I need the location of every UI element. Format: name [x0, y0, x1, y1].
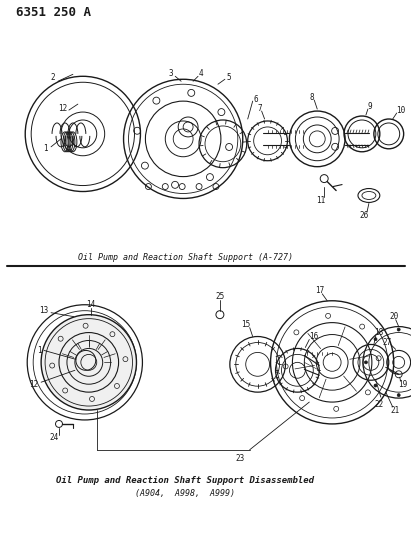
- Text: 9: 9: [368, 102, 372, 110]
- Text: 22: 22: [374, 400, 384, 409]
- Text: 2: 2: [51, 73, 55, 82]
- Text: Oil Pump and Reaction Shaft Support Disassembled: Oil Pump and Reaction Shaft Support Disa…: [56, 476, 314, 485]
- Text: 21: 21: [390, 406, 399, 415]
- Text: 23: 23: [235, 454, 244, 463]
- Text: 1: 1: [43, 144, 47, 154]
- Text: 24: 24: [49, 433, 59, 442]
- Text: 20: 20: [389, 312, 398, 321]
- Text: 7: 7: [258, 103, 262, 112]
- Text: 26: 26: [359, 211, 369, 220]
- Text: 4: 4: [199, 69, 204, 78]
- Text: 11: 11: [316, 196, 326, 205]
- Text: 13: 13: [40, 306, 49, 315]
- Circle shape: [374, 384, 377, 387]
- Text: 16: 16: [309, 332, 318, 341]
- Text: 5: 5: [227, 73, 231, 82]
- Text: 6351 250 A: 6351 250 A: [16, 6, 91, 19]
- Circle shape: [397, 328, 400, 331]
- Text: Oil Pump and Reaction Shaft Support (A-727): Oil Pump and Reaction Shaft Support (A-7…: [77, 253, 293, 262]
- Text: 8: 8: [310, 93, 315, 102]
- Text: 19: 19: [398, 379, 407, 389]
- Text: 15: 15: [241, 320, 250, 329]
- Circle shape: [374, 338, 377, 341]
- Circle shape: [397, 394, 400, 397]
- Circle shape: [41, 314, 136, 410]
- Text: 17: 17: [316, 286, 325, 295]
- Text: 14: 14: [86, 300, 96, 309]
- Text: 12: 12: [30, 379, 39, 389]
- Text: 6: 6: [253, 95, 258, 103]
- Text: 18: 18: [374, 328, 384, 337]
- Text: 3: 3: [169, 69, 173, 78]
- Text: 25: 25: [215, 292, 225, 301]
- Text: 10: 10: [396, 106, 405, 115]
- Text: 12: 12: [59, 103, 68, 112]
- Text: 27: 27: [382, 338, 391, 347]
- Text: (A904,  A998,  A999): (A904, A998, A999): [135, 489, 235, 498]
- Circle shape: [365, 361, 368, 364]
- Text: 1: 1: [37, 346, 42, 355]
